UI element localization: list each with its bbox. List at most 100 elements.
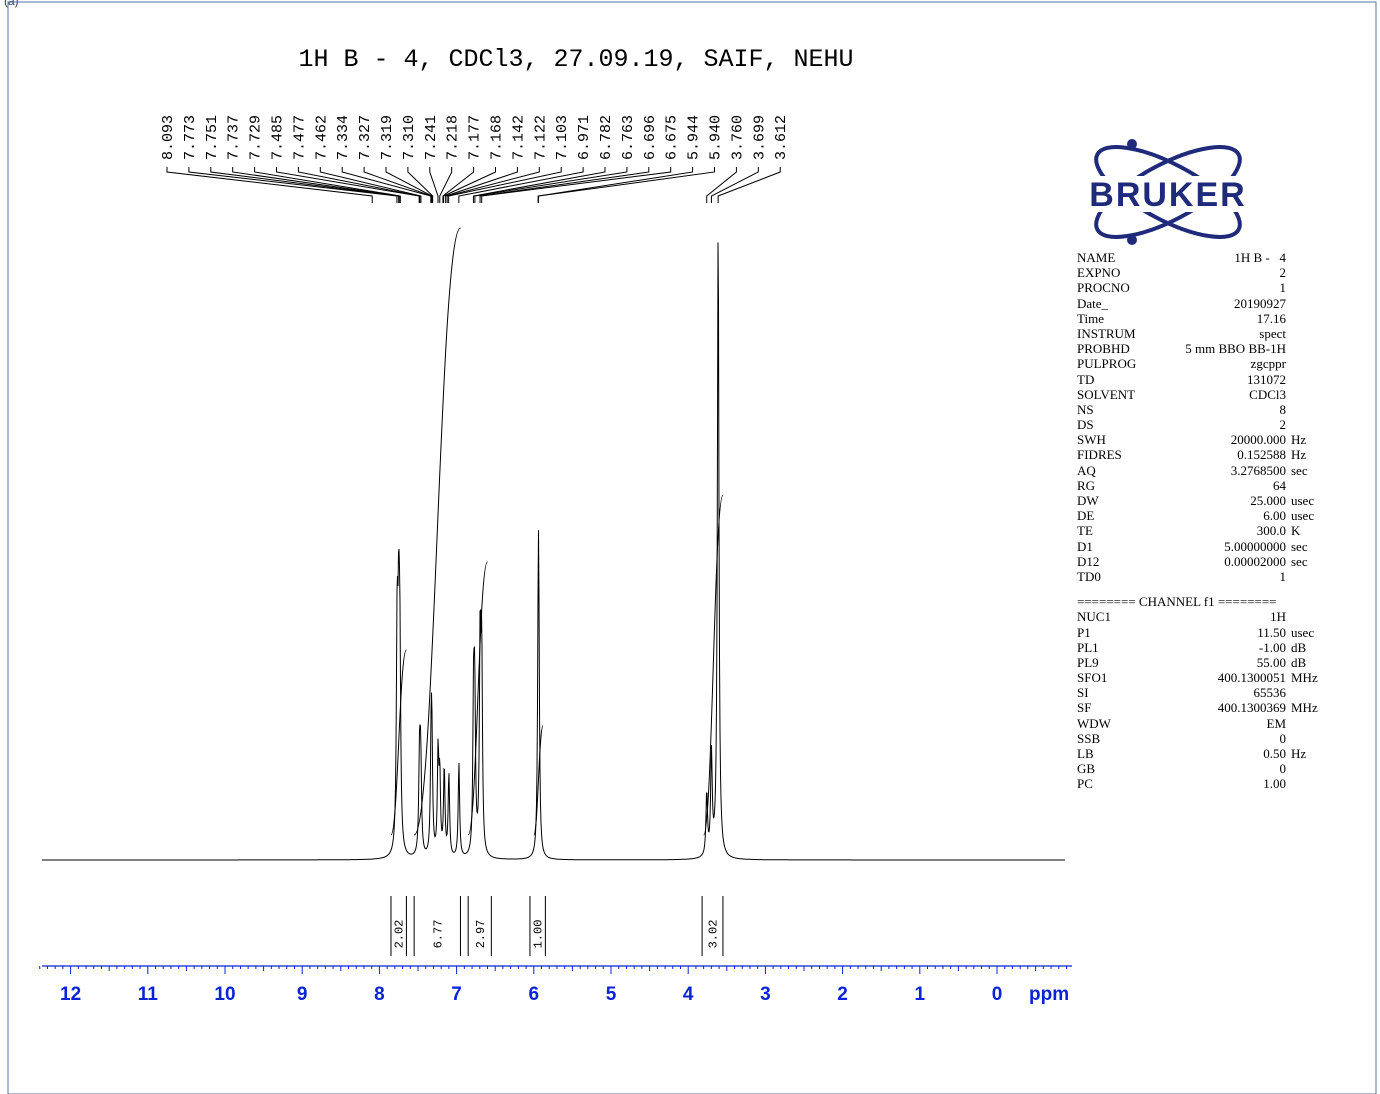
integral-label: 3.02 (707, 920, 721, 949)
parameter-unit (1286, 478, 1339, 493)
parameter-row: DS 2 (1077, 417, 1339, 432)
peak-label: 6.675 (664, 115, 681, 160)
parameter-name: DE (1077, 508, 1095, 524)
integral-curve (533, 725, 544, 836)
parameter-unit (1286, 731, 1339, 746)
peak-leader-line (385, 167, 433, 203)
x-tick-label: 9 (297, 984, 308, 1005)
parameter-unit (1286, 265, 1339, 280)
integral-bracket (413, 896, 461, 956)
peak-leader-line (710, 167, 759, 203)
peak-leader-line (319, 167, 422, 203)
peak-label: 7.477 (291, 115, 308, 160)
parameter-unit (1286, 326, 1339, 341)
peak-label: 7.168 (489, 115, 506, 160)
parameter-unit: usec (1291, 624, 1315, 640)
parameter-name: PROBHD (1077, 341, 1130, 357)
parameter-value: 64 (1273, 477, 1286, 493)
peak-label: 7.122 (532, 115, 549, 160)
parameter-row: WDW EM (1077, 716, 1339, 731)
peak-leader-line (448, 167, 562, 203)
parameter-name: SWH (1077, 432, 1106, 448)
parameter-row: SI 65536 (1077, 685, 1339, 700)
parameter-value: 1 (1279, 568, 1287, 584)
parameter-row: PC 1.00 (1077, 776, 1339, 791)
parameter-row: INSTRUM spect (1077, 326, 1339, 341)
parameter-unit (1286, 341, 1339, 356)
parameter-name: NUC1 (1077, 609, 1111, 625)
parameter-value: 300.0 (1256, 523, 1286, 539)
parameter-value: -1.00 (1258, 639, 1286, 655)
parameter-unit: K (1291, 523, 1301, 539)
peak-label: 5.944 (686, 115, 703, 160)
parameter-name: DW (1077, 493, 1099, 508)
peak-label: 7.142 (510, 115, 527, 160)
parameter-value: zgcppr (1250, 356, 1286, 372)
peak-label: 7.310 (401, 115, 418, 160)
integral-curve (467, 561, 488, 836)
x-tick-label: 3 (760, 984, 771, 1005)
parameter-unit (1286, 402, 1339, 417)
parameter-name: DS (1077, 417, 1094, 433)
peak-leader-line (166, 167, 373, 203)
peak-leader-line (188, 167, 398, 203)
parameter-name: NAME (1077, 250, 1116, 265)
logo-text-backdrop (1060, 176, 1278, 212)
logo-text: BRUKER (1089, 176, 1246, 214)
x-tick-label: 6 (529, 984, 540, 1005)
parameter-row: SF 400.1300369 MHz (1077, 700, 1339, 715)
peak-leader-line (458, 167, 584, 203)
parameter-name: SFO1 (1077, 670, 1108, 686)
parameter-name: SI (1077, 685, 1089, 701)
parameter-value: 0.152588 (1237, 447, 1286, 463)
parameter-unit: Hz (1291, 432, 1307, 448)
parameter-row: DE 6.00 usec (1077, 508, 1339, 523)
parameter-row: AQ 3.2768500 sec (1077, 463, 1339, 478)
parameter-name: PC (1077, 776, 1093, 792)
logo-electron-1 (1127, 139, 1137, 149)
parameter-unit (1286, 250, 1339, 265)
parameter-unit (1286, 685, 1339, 700)
integral-bracket-group: 2.02 6.77 2.97 1.00 3.02 (390, 896, 724, 956)
peak-label: 7.103 (554, 115, 571, 160)
peak-leader-line (442, 167, 475, 203)
peak-leader-line (481, 167, 672, 203)
logo-orbit-1 (1094, 145, 1242, 239)
parameter-row: Date_ 20190927 (1077, 296, 1339, 311)
parameter-value: 400.1300051 (1217, 670, 1286, 686)
parameter-name: INSTRUM (1077, 325, 1136, 341)
parameter-value: 5 mm BBO BB-1H (1185, 341, 1286, 357)
parameter-value: 25.000 (1250, 493, 1286, 508)
parameter-row: RG 64 (1077, 478, 1339, 493)
frame-border (7, 1, 1377, 1094)
parameter-value: 1H B - 4 (1234, 250, 1286, 265)
integral-curve (390, 649, 407, 836)
peak-leader-line (363, 167, 432, 203)
parameter-row: NUC1 1H (1077, 609, 1339, 624)
parameter-row: PROBHD 5 mm BBO BB-1H (1077, 341, 1339, 356)
parameter-row: LB 0.50 Hz (1077, 746, 1339, 761)
parameter-unit: MHz (1291, 700, 1318, 716)
parameter-value: 55.00 (1256, 654, 1286, 670)
parameter-value: 6.00 (1263, 508, 1286, 524)
parameter-row: PROCNO 1 (1077, 280, 1339, 295)
spectrum-trace (42, 242, 1065, 861)
peak-label-group: 8.093 7.773 7.751 7.737 7.729 7.485 7.477 7.462… (160, 115, 790, 203)
logo-electron-2 (1127, 235, 1137, 245)
parameter-row: SOLVENT CDCl3 (1077, 387, 1339, 402)
parameter-value: spect (1259, 325, 1286, 341)
peak-label: 7.319 (379, 115, 396, 160)
peak-leader-line (232, 167, 401, 203)
parameter-unit (1286, 387, 1339, 402)
parameter-name: P1 (1077, 624, 1091, 640)
parameter-row: DW 25.000 usec (1077, 493, 1339, 508)
integral-label: 1.00 (532, 920, 546, 949)
x-axis: 12 11 10 9 8 7 6 5 4 3 2 1 0 (39, 965, 1072, 1005)
parameter-unit (1286, 716, 1339, 731)
parameter-unit: MHz (1291, 670, 1318, 686)
integral-curve-group (390, 227, 724, 836)
parameter-value: CDCl3 (1249, 386, 1286, 402)
parameter-name: PULPROG (1077, 356, 1137, 372)
parameter-name: PL9 (1077, 654, 1099, 670)
